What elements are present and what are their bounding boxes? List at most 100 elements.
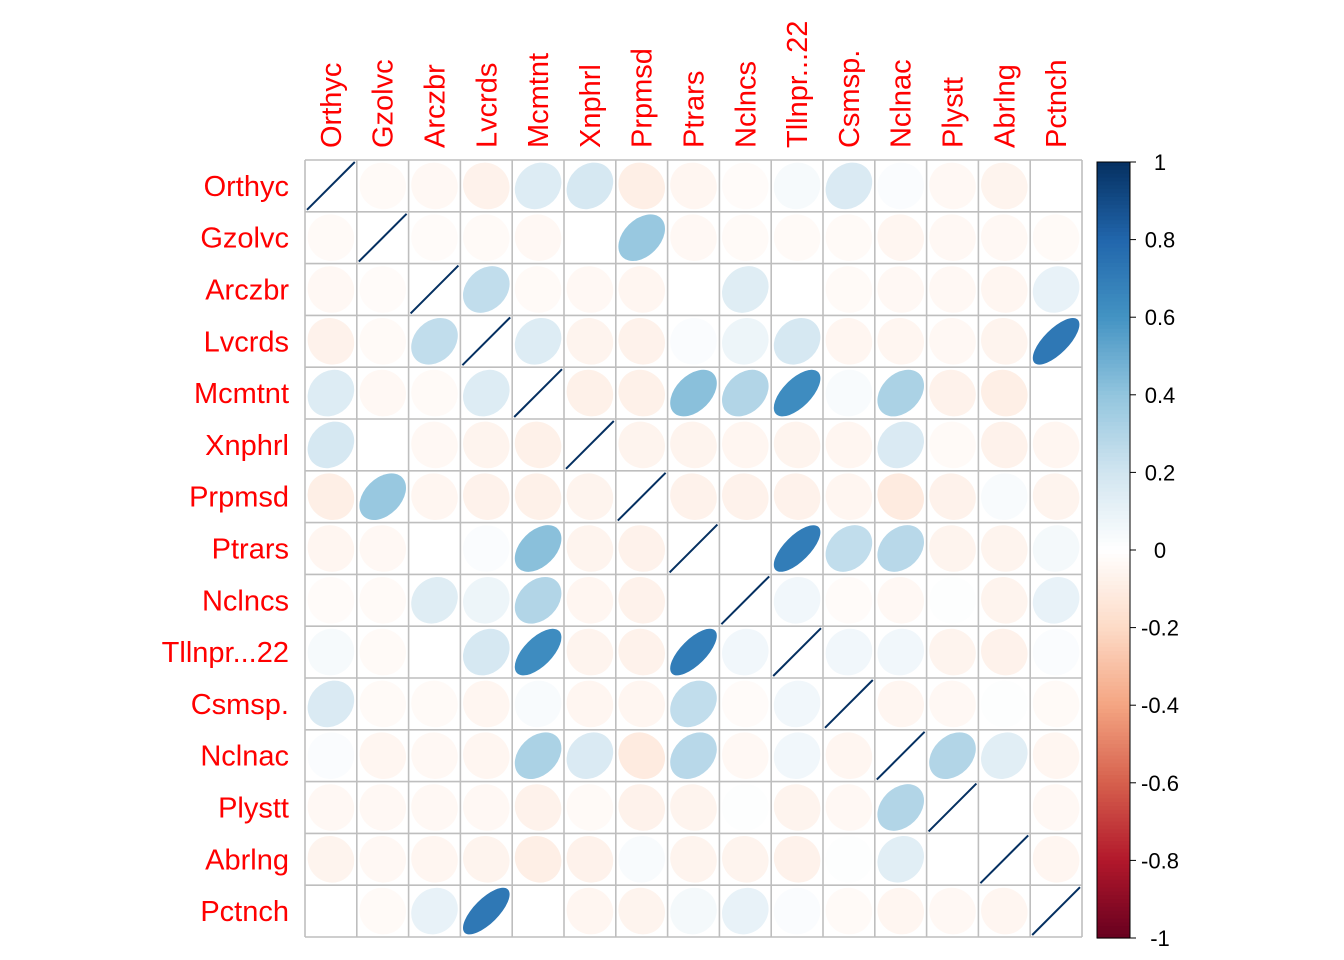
- ellipse-Mcmtnt-Nclnac: [877, 369, 925, 417]
- row-label-Tllnpr...22: Tllnpr...22: [162, 637, 289, 669]
- colorbar-tick-label: 1: [1154, 150, 1166, 175]
- colorbar-segment: [1097, 518, 1130, 524]
- colorbar-tick-label: -0.8: [1141, 848, 1179, 873]
- colorbar-segment: [1097, 709, 1130, 714]
- column-label-Prpmsd: Prpmsd: [627, 48, 659, 148]
- colorbar-segment: [1097, 321, 1130, 326]
- ellipse-Prpmsd-Plystt: [929, 473, 976, 521]
- colorbar-segment: [1097, 600, 1130, 605]
- ellipse-Nclnac-Lvcrds: [462, 732, 510, 780]
- row-label-Prpmsd: Prpmsd: [189, 482, 289, 514]
- ellipse-Prpmsd-Tllnpr...22: [773, 473, 821, 521]
- ellipse-Abrlng-Nclncs: [721, 835, 769, 883]
- ellipse-Xnphrl-Csmsp.: [825, 421, 873, 469]
- ellipse-Mcmtnt-Nclncs: [721, 369, 769, 417]
- ellipse-Tllnpr...22-Mcmtnt: [514, 628, 562, 676]
- colorbar-segment: [1097, 844, 1130, 850]
- colorbar-segment: [1097, 817, 1130, 823]
- ellipse-Pctnch-Tllnpr...22: [773, 887, 821, 935]
- ellipse-Abrlng-Ptrars: [670, 835, 717, 883]
- ellipse-Plystt-Nclncs: [721, 784, 769, 831]
- colorbar-segment: [1097, 348, 1130, 353]
- ellipse-Abrlng-Plystt: [929, 835, 976, 883]
- colorbar-tick-label: 0.6: [1145, 305, 1176, 330]
- ellipse-Prpmsd-Arczbr: [411, 473, 458, 521]
- colorbar-segment: [1097, 689, 1130, 695]
- colorbar-segment: [1097, 371, 1130, 376]
- ellipse-Xnphrl-Plystt: [929, 421, 976, 469]
- ellipse-Plystt-Prpmsd: [618, 784, 666, 831]
- ellipse-Arczbr-Csmsp.: [825, 266, 873, 313]
- colorbar-segment: [1097, 476, 1130, 481]
- ellipse-Gzolvc-Plystt: [929, 214, 976, 262]
- ellipse-Csmsp.-Xnphrl: [566, 680, 614, 728]
- colorbar-segment: [1097, 751, 1130, 757]
- colorbar-segment: [1097, 767, 1130, 772]
- colorbar-segment: [1097, 204, 1130, 210]
- ellipse-Mcmtnt-Pctnch: [1032, 369, 1080, 417]
- colorbar-segment: [1097, 697, 1130, 702]
- colorbar-segment: [1097, 290, 1130, 295]
- ellipse-Tllnpr...22-Nclnac: [877, 628, 925, 676]
- colorbar-segment: [1097, 895, 1130, 900]
- colorbar-segment: [1097, 821, 1130, 827]
- ellipse-Abrlng-Xnphrl: [566, 835, 614, 883]
- ellipse-Ptrars-Csmsp.: [825, 525, 873, 572]
- ellipse-Xnphrl-Abrlng: [980, 421, 1028, 469]
- colorbar-segment: [1097, 635, 1130, 640]
- ellipse-Ptrars-Tllnpr...22: [773, 525, 821, 572]
- row-label-Arczbr: Arczbr: [205, 275, 289, 307]
- ellipse-Mcmtnt-Xnphrl: [566, 369, 614, 417]
- ellipse-Mcmtnt-Tllnpr...22: [773, 369, 821, 417]
- colorbar-segment: [1097, 685, 1130, 691]
- colorbar-tick-label: -0.2: [1141, 616, 1179, 641]
- matrix-grid: [304, 159, 1083, 938]
- ellipse-Orthyc-Lvcrds: [462, 162, 510, 210]
- ellipse-Nclncs-Pctnch: [1032, 576, 1080, 624]
- ellipse-Xnphrl-Tllnpr...22: [773, 421, 821, 469]
- ellipse-Csmsp.-Pctnch: [1032, 680, 1080, 728]
- colorbar-segment: [1097, 259, 1130, 264]
- ellipse-Nclncs-Csmsp.: [825, 576, 873, 624]
- ellipse-Mcmtnt-Lvcrds: [462, 369, 510, 417]
- colorbar-segment: [1097, 813, 1130, 819]
- ellipse-Lvcrds-Mcmtnt: [514, 317, 562, 365]
- colorbar-segment: [1097, 782, 1130, 788]
- ellipse-Lvcrds-Csmsp.: [825, 317, 873, 365]
- ellipse-Pctnch-Mcmtnt: [514, 887, 562, 935]
- colorbar-segment: [1097, 538, 1130, 543]
- ellipse-Tllnpr...22-Gzolvc: [359, 628, 407, 676]
- ellipse-Mcmtnt-Orthyc: [307, 369, 355, 417]
- colorbar-segment: [1097, 522, 1130, 528]
- colorbar-segment: [1097, 658, 1130, 664]
- ellipse-Tllnpr...22-Lvcrds: [462, 628, 510, 676]
- ellipse-Xnphrl-Pctnch: [1032, 421, 1080, 469]
- ellipse-Lvcrds-Xnphrl: [566, 317, 614, 365]
- column-labels: Orthyc Gzolvc Arczbr Lvcrds Mcmtnt Xnphrl Prpm…: [316, 21, 1073, 148]
- ellipse-Nclncs-Lvcrds: [462, 576, 510, 624]
- colorbar-segment: [1097, 926, 1130, 931]
- colorbar-segment: [1097, 720, 1130, 726]
- ellipse-Prpmsd-Nclnac: [877, 473, 925, 521]
- colorbar-segment: [1097, 278, 1130, 283]
- ellipse-Nclnac-Csmsp.: [825, 732, 873, 780]
- diagonal-cell-Tllnpr...22: [772, 627, 822, 677]
- colorbar-segment: [1097, 379, 1130, 384]
- ellipse-Ptrars-Pctnch: [1032, 525, 1080, 572]
- ellipse-Pctnch-Nclncs: [721, 887, 769, 935]
- ellipse-Lvcrds-Gzolvc: [359, 317, 407, 365]
- diagonal-cell-Orthyc: [306, 161, 356, 211]
- colorbar-tick-label: -0.6: [1141, 771, 1179, 796]
- ellipse-Xnphrl-Nclnac: [877, 421, 925, 469]
- colorbar-segment: [1097, 747, 1130, 753]
- colorbar-segment: [1097, 716, 1130, 722]
- ellipse-Tllnpr...22-Plystt: [929, 628, 976, 676]
- ellipse-Pctnch-Ptrars: [670, 887, 717, 935]
- ellipse-Pctnch-Xnphrl: [566, 887, 614, 935]
- column-label-Nclncs: Nclncs: [730, 61, 762, 148]
- row-label-Nclncs: Nclncs: [202, 585, 289, 617]
- column-label-Pctnch: Pctnch: [1041, 59, 1073, 148]
- ellipse-Orthyc-Arczbr: [411, 162, 458, 210]
- colorbar-segment: [1097, 619, 1130, 625]
- ellipse-Csmsp.-Nclncs: [721, 680, 769, 728]
